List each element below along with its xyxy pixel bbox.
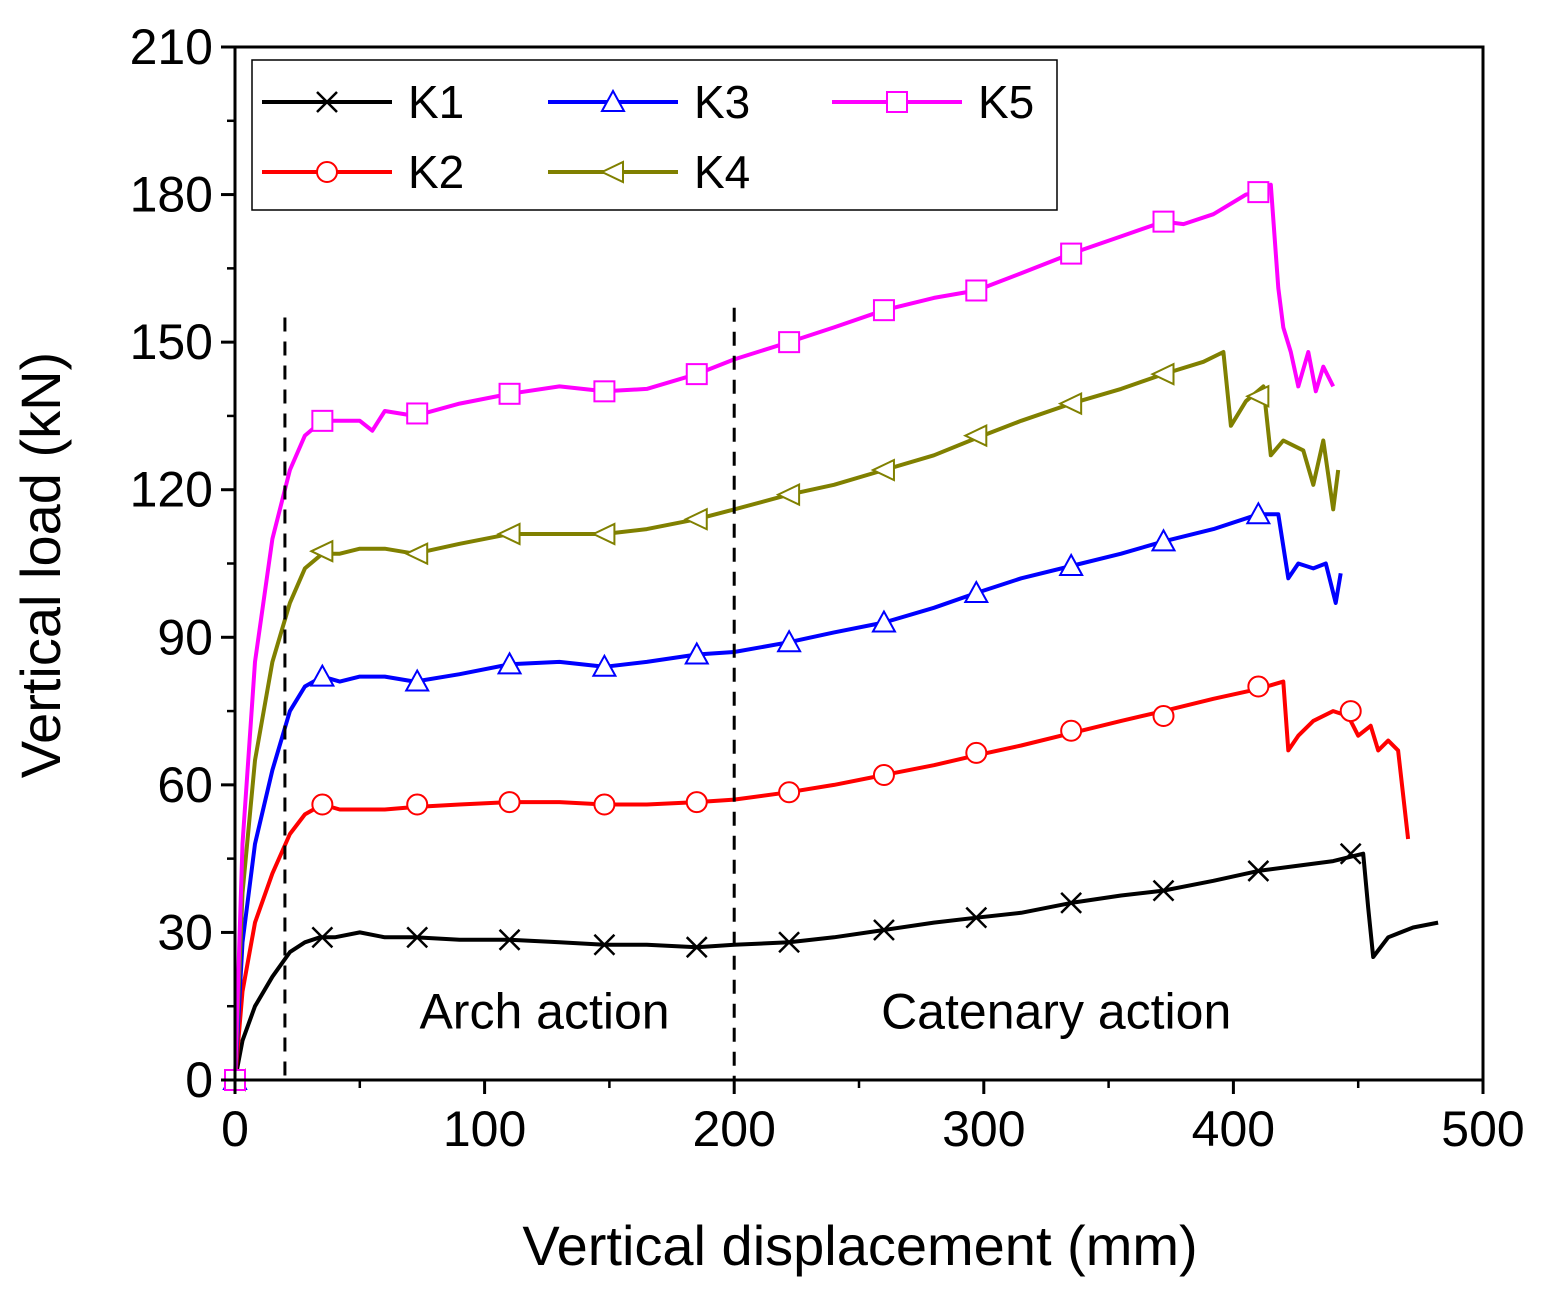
data-point-k2 <box>498 791 521 814</box>
data-point-k4 <box>962 424 988 448</box>
data-point-k4 <box>1245 384 1270 408</box>
y-tick-label: 120 <box>130 462 213 518</box>
data-point-k4 <box>496 522 521 546</box>
data-point-k2 <box>1339 700 1362 723</box>
x-axis-title: Vertical displacement (mm) <box>522 1214 1197 1277</box>
data-point-k3 <box>776 629 802 653</box>
legend-box <box>251 59 1058 211</box>
data-point-k3 <box>591 653 618 677</box>
legend-item-k2: K2 <box>262 146 464 198</box>
legend: K1 K2 K3 K4 K5 <box>251 59 1058 211</box>
x-tick-label: 400 <box>1192 1101 1275 1157</box>
data-point-k1 <box>685 936 708 959</box>
x-tick-label: 100 <box>443 1101 526 1157</box>
legend-item-k1: K1 <box>262 76 464 128</box>
y-tick-label: 210 <box>130 19 213 75</box>
x-tick-label: 200 <box>692 1101 775 1157</box>
data-point-k3 <box>963 579 990 604</box>
legend-marker-k2 <box>316 161 338 183</box>
data-point-k1 <box>778 931 800 954</box>
data-point-k1 <box>1247 860 1270 882</box>
data-point-k4 <box>1057 392 1083 416</box>
y-axis-title: Vertical load (kN) <box>9 352 72 778</box>
data-point-k1 <box>593 933 616 956</box>
data-point-k2 <box>1060 719 1083 742</box>
data-point-k5 <box>965 279 988 302</box>
legend-marker-k4 <box>599 160 624 184</box>
data-point-k5 <box>1247 181 1270 204</box>
legend-label-k1: K1 <box>408 76 464 128</box>
data-point-k1 <box>1339 842 1362 865</box>
data-point-k5 <box>311 409 334 432</box>
data-point-k5 <box>685 363 708 386</box>
data-point-k2 <box>311 793 334 816</box>
data-point-k4 <box>403 542 429 566</box>
data-point-k4 <box>683 507 708 531</box>
data-point-k5 <box>1060 242 1083 265</box>
y-tick-label: 90 <box>157 609 213 665</box>
series-k3 <box>222 501 1343 1090</box>
data-point-k4 <box>775 483 801 507</box>
data-point-k2 <box>406 793 429 816</box>
legend-item-k5: K5 <box>832 76 1034 128</box>
x-tick-label: 300 <box>942 1101 1025 1157</box>
data-point-k5 <box>778 331 801 354</box>
data-point-k3 <box>1058 552 1084 576</box>
data-point-k4 <box>309 539 334 563</box>
data-point-k2 <box>965 741 988 764</box>
y-tick-label: 30 <box>157 904 213 960</box>
data-point-k2 <box>778 781 801 804</box>
data-point-k3 <box>404 668 430 692</box>
data-point-k3 <box>684 641 710 665</box>
region-label-catenary: Catenary action <box>881 983 1231 1039</box>
data-point-k2 <box>872 764 895 787</box>
data-point-k2 <box>1247 675 1270 698</box>
data-point-k3 <box>309 663 336 687</box>
data-point-k2 <box>593 793 616 816</box>
series-k2 <box>224 675 1411 1091</box>
series-k4 <box>221 350 1341 1092</box>
legend-label-k3: K3 <box>694 76 750 128</box>
axes-layer: 0 100 200 300 400 500 0 30 60 90 120 150 180 210 <box>130 19 1525 1157</box>
data-point-k5 <box>1152 210 1175 233</box>
legend-marker-k5 <box>886 91 908 113</box>
data-point-k4 <box>1150 362 1175 386</box>
legend-label-k5: K5 <box>978 76 1034 128</box>
legend-label-k4: K4 <box>694 146 750 198</box>
data-point-k2 <box>685 791 708 814</box>
data-point-k1 <box>311 926 334 949</box>
region-label-arch: Arch action <box>419 983 669 1039</box>
data-point-k3 <box>1150 528 1177 552</box>
data-point-k1 <box>965 906 988 929</box>
y-tick-label: 150 <box>130 314 213 370</box>
y-tick-label: 180 <box>130 167 213 223</box>
data-point-k5 <box>872 299 895 322</box>
data-point-k4 <box>870 458 895 482</box>
data-point-k1 <box>873 919 895 941</box>
data-point-k5 <box>593 380 616 403</box>
data-point-k5 <box>406 402 429 425</box>
y-tick-label: 60 <box>157 757 213 813</box>
data-point-k3 <box>871 609 897 633</box>
data-point-k4 <box>591 522 616 546</box>
legend-item-k4: K4 <box>548 146 750 198</box>
data-point-k1 <box>406 926 429 949</box>
divider-layer <box>283 307 736 1080</box>
data-point-k5 <box>498 382 521 405</box>
data-point-k3 <box>1245 501 1272 525</box>
y-tick-label: 0 <box>185 1052 213 1108</box>
data-point-k3 <box>496 651 523 675</box>
x-tick-label: 0 <box>221 1101 249 1157</box>
legend-item-k3: K3 <box>548 76 750 128</box>
data-point-k1 <box>1152 879 1175 902</box>
data-point-k1 <box>1060 892 1083 914</box>
legend-label-k2: K2 <box>408 146 464 198</box>
legend-marker-k1 <box>316 91 338 113</box>
x-tick-label: 500 <box>1441 1101 1524 1157</box>
data-point-k1 <box>498 928 521 951</box>
series-line-k5 <box>233 182 1335 1081</box>
legend-marker-k3 <box>600 88 626 112</box>
data-point-k2 <box>1152 704 1175 727</box>
